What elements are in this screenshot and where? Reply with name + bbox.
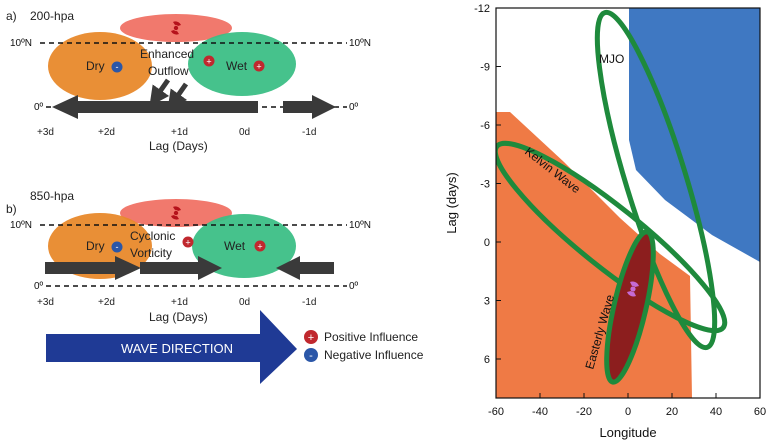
panel-b-inflow-arrow-west [45, 256, 141, 280]
hovmoller-diagram: MJO Kelvin Wave Easterly Wave -60 -40 -20 0… [444, 3, 766, 440]
panel-b-plus-sign-2: + [257, 242, 262, 252]
panel-b-wet-region [192, 214, 296, 278]
y-tick-label: 0 [484, 237, 490, 249]
panel-b-annotation-1: Cyclonic [130, 229, 175, 243]
panel-a-minus-marker [111, 61, 123, 73]
panel-b-tick-2: +1d [171, 297, 188, 308]
y-tick-label: 6 [484, 354, 490, 366]
panel-a-lag-ticks: +3d +2d +1d 0d -1d [37, 127, 316, 138]
x-axis-label: Longitude [599, 425, 656, 440]
panel-b-lat-left: 10ºN [10, 220, 32, 231]
easterly-ellipse [604, 229, 656, 385]
panel-b-plus-sign-1: + [185, 238, 190, 248]
legend-positive-icon [304, 330, 318, 344]
mjo-label: MJO [599, 52, 624, 66]
panel-a-tick-4: -1d [302, 127, 316, 138]
panel-a-plus-marker-2 [253, 60, 265, 72]
panel-b: b) 850-hpa 10ºN 10ºN Dry - Cyclonic Vort… [6, 189, 371, 324]
panel-a-lat-left: 10ºN [10, 38, 32, 49]
y-tick-label: 3 [484, 296, 490, 308]
legend: + Positive Influence - Negative Influenc… [304, 330, 424, 362]
panel-a-annotation-2: Outflow [148, 64, 189, 78]
panel-b-plus-marker-1 [182, 236, 194, 248]
y-axis-label: Lag (days) [444, 172, 459, 233]
panel-a-wet-label: Wet [226, 59, 248, 73]
panel-b-annotation-2: Vorticity [130, 246, 172, 260]
panel-a-outflow-arrow-east [283, 95, 336, 119]
legend-positive-label: Positive Influence [324, 330, 418, 344]
panel-a-outflow-arrow-2 [167, 82, 189, 111]
panel-b-inflow-arrow-east [276, 256, 334, 280]
panel-a-outflow-arrow-west [52, 95, 258, 119]
panel-b-inflow-arrow-center [140, 256, 222, 280]
panel-a-plus-sign-1: + [206, 57, 211, 67]
legend-negative-icon-sign: - [309, 350, 313, 362]
panel-b-tick-3: 0d [239, 297, 250, 308]
panel-b-eq-right: 0º [349, 281, 359, 292]
panel-b-eq-left: 0º [34, 281, 44, 292]
wave-direction-arrow: WAVE DIRECTION [46, 310, 297, 384]
panel-a-level: 200-hpa [30, 9, 74, 23]
panel-a-dry-region [48, 32, 152, 100]
y-axis-ticks: -12 -9 -6 -3 0 3 6 [474, 3, 501, 366]
wave-direction-label: WAVE DIRECTION [121, 341, 233, 356]
panel-a-wet-region [188, 32, 296, 96]
panel-b-lag-ticks: +3d +2d +1d 0d -1d [37, 297, 316, 308]
mjo-region [629, 8, 760, 262]
panel-a-plus-sign-2: + [256, 62, 261, 72]
panel-b-hurricane-icon [171, 206, 181, 220]
panel-a-tick-1: +2d [98, 127, 115, 138]
mjo-ellipse [594, 9, 718, 351]
y-tick-label: -6 [480, 120, 490, 132]
legend-positive-icon-sign: + [308, 332, 314, 344]
panel-b-level: 850-hpa [30, 189, 74, 203]
panel-b-wet-label: Wet [224, 239, 246, 253]
panel-a-eq-left: 0º [34, 102, 44, 113]
panel-a-eq-right: 0º [349, 102, 359, 113]
kelvin-ellipse [496, 140, 728, 334]
panel-b-plus-marker-2 [254, 240, 266, 252]
panel-b-label: b) [6, 202, 17, 216]
panel-a-tick-3: 0d [239, 127, 250, 138]
panel-a-xlabel: Lag (Days) [149, 139, 208, 153]
panel-a-minus-sign: - [116, 62, 119, 72]
panel-a: a) 200-hpa 10ºN 10ºN Dry - + Wet + Enhan… [6, 9, 371, 153]
panel-a-lat-right: 10ºN [349, 38, 371, 49]
legend-negative-label: Negative Influence [324, 348, 424, 362]
x-tick-label: 40 [710, 406, 722, 418]
easterly-hurricane-icon [627, 281, 639, 297]
y-tick-label: -3 [480, 179, 490, 191]
panel-a-outflow-arrow-1 [149, 78, 171, 107]
x-tick-label: -20 [576, 406, 592, 418]
x-tick-label: -40 [532, 406, 548, 418]
panel-a-annotation-1: Enhanced [140, 47, 194, 61]
x-tick-label: 60 [754, 406, 766, 418]
panel-a-hurricane-icon [171, 21, 181, 35]
x-axis-ticks: -60 -40 -20 0 20 40 60 [488, 393, 766, 418]
panel-a-dry-label: Dry [86, 59, 105, 73]
panel-b-minus-marker [111, 241, 123, 253]
x-tick-label: 20 [666, 406, 678, 418]
panel-b-tick-1: +2d [98, 297, 115, 308]
x-tick-label: -60 [488, 406, 504, 418]
panel-a-tick-2: +1d [171, 127, 188, 138]
panel-a-label: a) [6, 9, 17, 23]
panel-a-plus-marker-1 [203, 55, 215, 67]
legend-negative-icon [304, 348, 318, 362]
panel-b-tick-4: -1d [302, 297, 316, 308]
x-tick-label: 0 [625, 406, 631, 418]
panel-b-tick-0: +3d [37, 297, 54, 308]
panel-b-xlabel: Lag (Days) [149, 310, 208, 324]
panel-b-dry-label: Dry [86, 239, 105, 253]
panel-a-tick-0: +3d [37, 127, 54, 138]
y-tick-label: -9 [480, 62, 490, 74]
y-tick-label: -12 [474, 3, 490, 15]
panel-b-minus-sign: - [116, 242, 119, 252]
panel-b-lat-right: 10ºN [349, 220, 371, 231]
